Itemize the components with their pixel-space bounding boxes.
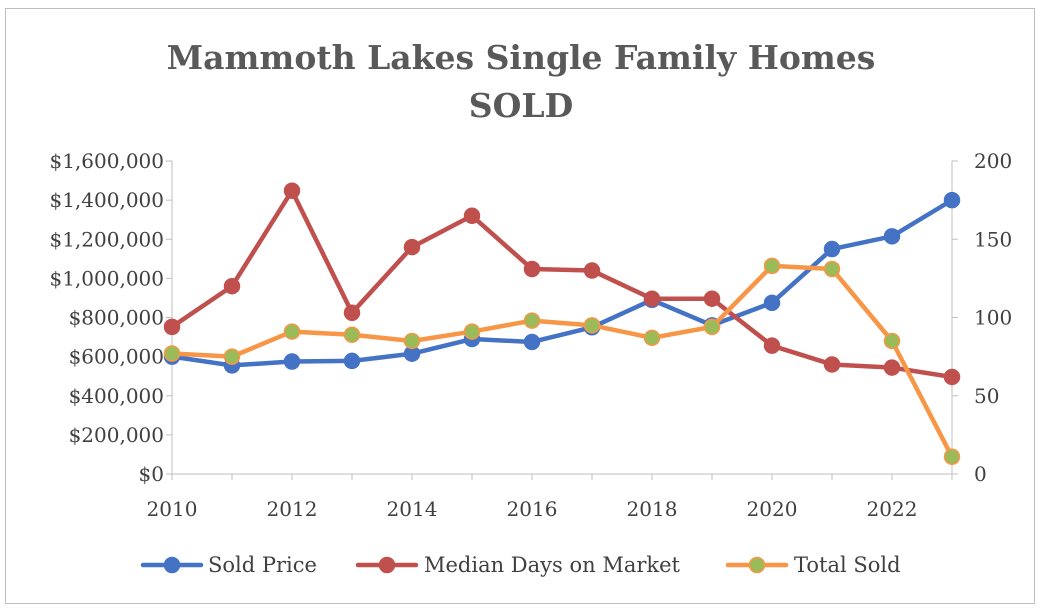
legend: Sold Price Median Days on Market Total Sol… [140,553,901,577]
x-tick-label: 2018 [627,497,678,521]
data-point [343,352,361,370]
data-point [463,207,481,225]
data-point [283,323,301,340]
data-point [343,304,361,322]
legend-label: Median Days on Market [424,553,681,577]
data-point [823,356,841,373]
data-point [643,329,661,347]
chart-subtitle: SOLD [468,86,574,125]
series-line [169,188,955,380]
data-point [703,290,721,307]
y-left-tick-label: $1,400,000 [49,188,164,212]
x-tick-label: 2016 [507,497,558,521]
x-tick-label: 2014 [387,497,438,521]
data-point [163,345,181,362]
data-point [463,323,481,340]
y-right-tick-label: 0 [974,462,987,486]
series-layer [163,182,961,466]
x-tick-label: 2012 [267,497,318,521]
y-right-tick-label: 150 [974,227,1012,251]
legend-marker [378,556,396,574]
y-left-tick-label: $400,000 [69,384,164,408]
legend-item: Median Days on Market [355,553,681,577]
y-left-tick-label: $600,000 [69,345,164,369]
data-point [283,353,301,370]
series-median-days-on-market [163,182,961,386]
series-line [169,263,955,460]
data-point [823,240,841,258]
data-point [703,318,721,336]
legend-item: Total Sold [725,553,901,577]
legend-label: Total Sold [794,553,901,577]
legend-item: Sold Price [140,553,317,577]
y-left-tick-label: $0 [139,462,164,486]
data-point [403,332,421,350]
x-tick-label: 2022 [867,497,918,521]
y-left-tick-label: $800,000 [69,306,164,330]
y-right-tick-label: 100 [974,306,1012,330]
data-point [763,294,781,312]
data-point [883,228,901,245]
x-tick-label: 2010 [147,497,198,521]
data-point [403,238,421,256]
y-right-tick-label: 200 [974,149,1012,173]
data-point [643,290,661,307]
data-point [943,191,961,209]
axes: $0 $200,000 $400,000 $600,000 $800,000 $1,000… [49,149,1012,521]
y-left-tick-label: $1,000,000 [49,266,164,290]
data-point [223,348,241,365]
data-point [523,312,541,329]
data-point [283,182,301,199]
data-point [763,257,781,275]
data-point [823,260,841,278]
chart-title: Mammoth Lakes Single Family Homes [166,38,876,77]
legend-label: Sold Price [208,553,317,577]
series-total-sold [163,257,961,466]
data-point [883,332,901,350]
y-left-tick-label: $1,600,000 [49,149,164,173]
data-point [343,326,361,343]
series-line [169,197,955,368]
y-right-tick-label: 50 [974,384,999,408]
chart-title-block: Mammoth Lakes Single Family Homes SOLD [0,34,1042,130]
data-point [223,277,241,295]
data-point [583,317,601,334]
data-point [883,359,901,376]
y-left-tick-label: $200,000 [69,423,164,447]
data-point [523,333,541,351]
legend-marker [748,556,766,574]
data-point [763,337,781,354]
x-tick-label: 2020 [747,497,798,521]
data-point [583,262,601,279]
data-point [943,368,961,386]
data-point [163,318,181,336]
data-point [943,448,961,466]
data-point [523,260,541,278]
series-sold-price [163,191,961,374]
legend-marker [163,556,181,574]
y-left-tick-label: $1,200,000 [49,227,164,251]
